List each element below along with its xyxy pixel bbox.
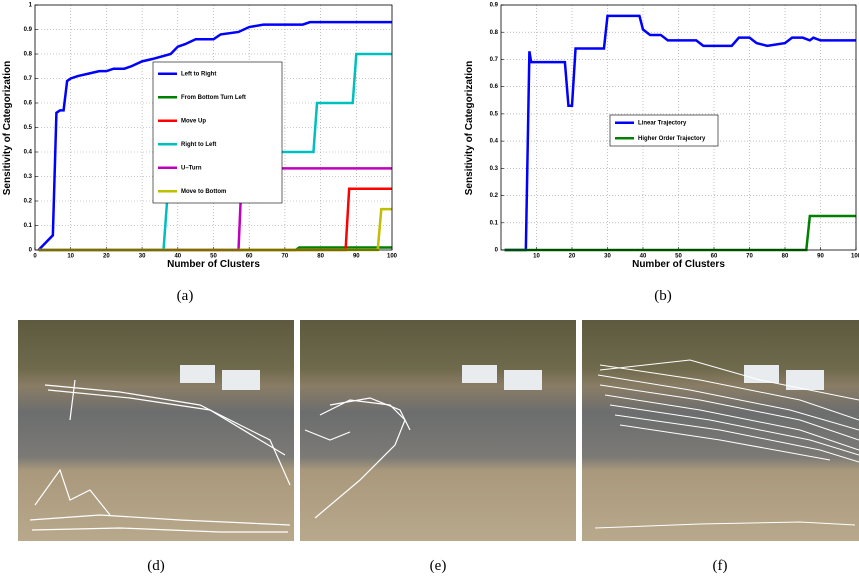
y-tick-label: 0.2	[24, 199, 33, 205]
y-tick-label: 0.4	[24, 150, 33, 156]
x-tick-label: 20	[569, 254, 576, 260]
x-tick-label: 100	[387, 254, 398, 260]
y-tick-label: 1	[29, 3, 33, 9]
x-tick-label: 80	[317, 254, 324, 260]
panel-label: (e)	[430, 558, 447, 574]
y-tick-label: 0.7	[490, 57, 499, 63]
panel-label: (b)	[654, 288, 672, 304]
x-tick-label: 90	[817, 254, 824, 260]
x-tick-label: 10	[533, 254, 540, 260]
y-tick-label: 0.1	[490, 220, 499, 226]
y-tick-label: 0.3	[24, 174, 33, 180]
photo-d	[18, 320, 294, 541]
y-tick-label: 0.5	[490, 111, 499, 117]
y-tick-label: 0.8	[24, 52, 33, 58]
y-tick-label: 0.2	[490, 193, 499, 199]
plot-frame	[500, 4, 857, 251]
legend-box	[152, 61, 283, 204]
x-tick-label: 70	[282, 254, 289, 260]
legend-label: U–Turn	[181, 165, 202, 171]
photo-e	[300, 320, 576, 541]
y-tick-label: 0	[495, 248, 499, 254]
y-tick-label: 0.9	[24, 27, 33, 33]
x-tick-label: 0	[33, 254, 37, 260]
x-tick-label: 50	[210, 254, 217, 260]
y-tick-label: 0.9	[490, 3, 499, 9]
series-line	[37, 20, 392, 251]
plot-frame	[34, 4, 393, 251]
x-tick-label: 60	[711, 254, 718, 260]
y-tick-label: 0.6	[490, 84, 499, 90]
y-tick-label: 0.8	[490, 30, 499, 36]
y-tick-label: 0	[29, 248, 33, 254]
x-tick-label: 40	[640, 254, 647, 260]
legend-label: Move Up	[181, 118, 206, 124]
x-tick-label: 10	[67, 254, 74, 260]
x-tick-label: 80	[782, 254, 789, 260]
y-tick-label: 0.6	[24, 101, 33, 107]
series-line	[504, 14, 856, 252]
chart: 00.10.20.30.40.50.60.70.80.910 10 20 30 40 50…	[2, 3, 398, 270]
x-tick-label: 20	[103, 254, 110, 260]
panel-label: (a)	[177, 288, 194, 304]
x-tick-label: 40	[174, 254, 181, 260]
legend-label: Linear Trajectory	[638, 120, 687, 126]
y-tick-label: 0.5	[24, 125, 33, 131]
x-tick-label: 100	[851, 254, 859, 260]
x-tick-label: 70	[746, 254, 753, 260]
legend-label: From Bottom Turn Left	[181, 95, 246, 101]
x-tick-label: 30	[139, 254, 146, 260]
y-tick-label: 0.3	[490, 166, 499, 172]
legend-label: Higher Order Trajectory	[638, 136, 706, 142]
y-tick-label: 0.1	[24, 223, 33, 229]
y-axis-label: Sensitivity of Categorization	[2, 61, 13, 195]
x-axis-label: Number of Clusters	[167, 259, 260, 270]
chart: 0 0.1 0.2 0.3 0.4 0.5 0.6 0.7 0.8 0.9 10 20 30 40 50 60…	[464, 3, 859, 270]
y-tick-label: 0.4	[490, 139, 499, 145]
panel-label: (f)	[713, 558, 728, 574]
photo-f	[582, 320, 859, 541]
legend-label: Move to Bottom	[181, 189, 226, 195]
x-tick-label: 60	[246, 254, 253, 260]
panel-label: (d)	[147, 558, 165, 574]
x-tick-label: 50	[675, 254, 682, 260]
x-axis-label: Number of Clusters	[632, 259, 725, 270]
legend-label: Left to Right	[181, 71, 216, 77]
x-tick-label: 90	[353, 254, 360, 260]
y-axis-label: Sensitivity of Categorization	[464, 61, 475, 195]
x-tick-label: 30	[604, 254, 611, 260]
y-tick-label: 0.7	[24, 76, 33, 82]
legend-label: Right to Left	[181, 142, 216, 148]
legend-box	[609, 114, 719, 147]
